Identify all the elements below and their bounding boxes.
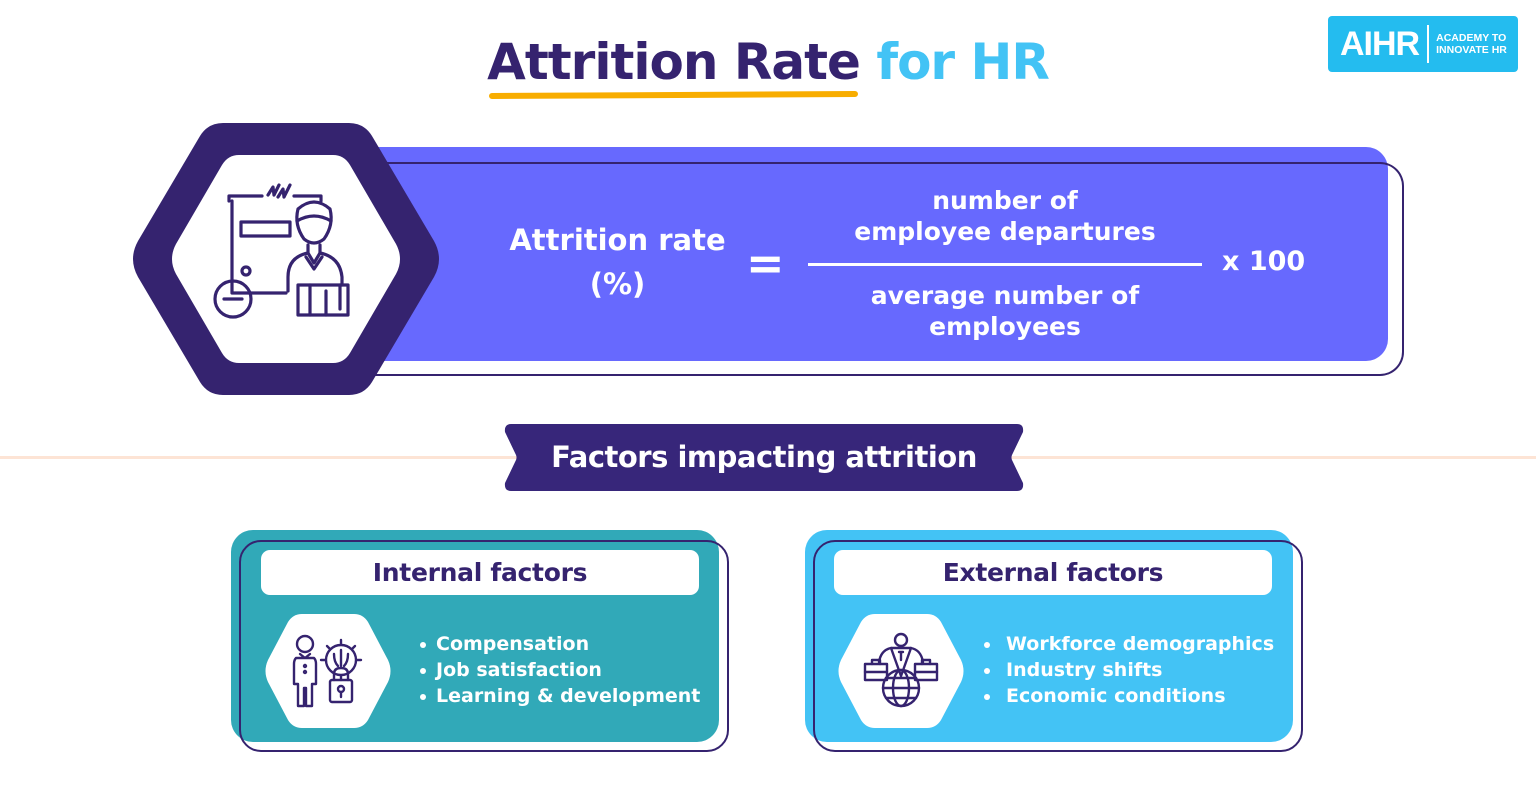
formula-multiplier: x 100 (1222, 246, 1306, 277)
numerator-line1: number of (932, 186, 1078, 215)
page-title: Attrition Rate for HR (0, 30, 1536, 94)
external-factors-list: Workforce demographics Industry shifts E… (982, 631, 1274, 709)
external-card-title: External factors (834, 550, 1272, 595)
formula-panel (330, 147, 1388, 361)
list-item: Workforce demographics (982, 631, 1274, 657)
numerator-line2: employee departures (854, 217, 1156, 246)
formula-panel-outline (330, 162, 1404, 376)
logo-tagline-line1: ACADEMY TO (1436, 32, 1507, 44)
aihr-logo: AIHR ACADEMY TO INNOVATE HR (1328, 16, 1518, 72)
formula-hexagon (128, 117, 444, 401)
global-business-person-icon (863, 632, 939, 708)
logo-tagline: ACADEMY TO INNOVATE HR (1436, 32, 1507, 56)
internal-card-title: Internal factors (261, 550, 699, 595)
list-item: Industry shifts (982, 657, 1274, 683)
internal-factors-list: Compensation Job satisfaction Learning &… (418, 631, 700, 709)
internal-card-outline (239, 540, 729, 752)
employee-departure-icon (213, 183, 350, 319)
logo-mark: AIHR (1340, 24, 1420, 63)
formula-denominator: average number of employees (806, 280, 1204, 342)
title-main: Attrition Rate (487, 30, 861, 94)
logo-tagline-line2: INNOVATE HR (1436, 44, 1507, 56)
list-item: Job satisfaction (418, 657, 700, 683)
section-banner-label: Factors impacting attrition (551, 440, 977, 474)
internal-icon-badge (264, 612, 392, 730)
fraction-bar (808, 263, 1202, 266)
logo-separator (1427, 25, 1430, 63)
employee-gear-lock-icon (292, 634, 363, 708)
list-item: Compensation (418, 631, 700, 657)
external-icon-badge (837, 612, 965, 730)
equals-sign: = (746, 236, 785, 290)
formula-lhs: Attrition rate (%) (490, 218, 745, 306)
external-card-outline (813, 540, 1303, 752)
denominator-line2: employees (929, 312, 1081, 341)
list-item: Economic conditions (982, 683, 1274, 709)
denominator-line1: average number of (870, 281, 1140, 310)
formula-lhs-unit: (%) (589, 267, 646, 301)
section-banner (503, 424, 1025, 491)
list-item: Learning & development (418, 683, 700, 709)
formula-numerator: number of employee departures (806, 185, 1204, 247)
title-accent: for HR (876, 33, 1050, 91)
formula-lhs-label: Attrition rate (509, 223, 726, 257)
